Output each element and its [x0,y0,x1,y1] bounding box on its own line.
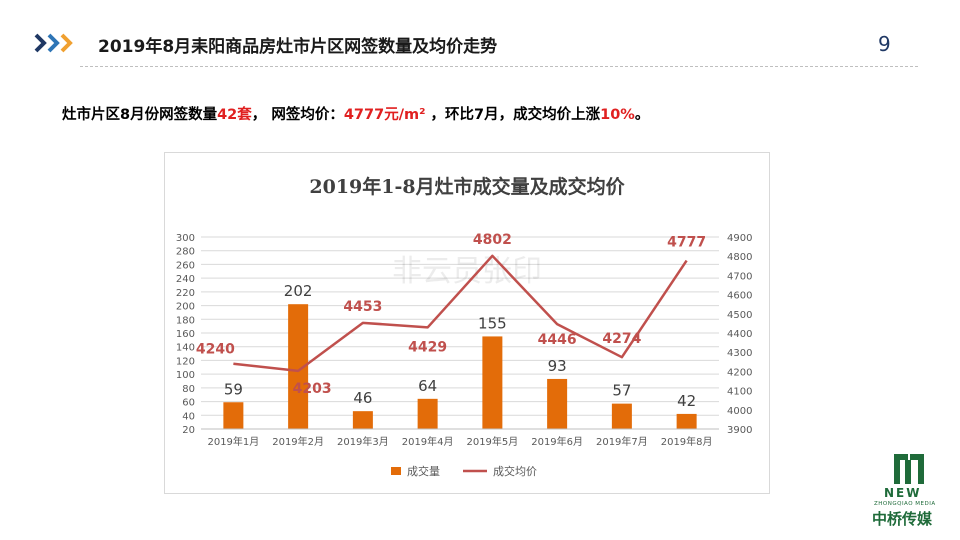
bar [352,411,373,429]
bar-data-label: 57 [612,382,631,400]
y-left-tick-label: 200 [176,302,195,313]
line-data-label: 4429 [408,339,447,355]
y-right-tick-label: 4400 [727,329,752,340]
line-data-label: 4453 [343,299,382,315]
y-left-tick-label: 140 [176,343,195,354]
line-data-label: 4203 [293,381,332,397]
summary-change: 10% [600,107,635,123]
x-tick-label: 2019年2月 [272,435,324,448]
x-tick-label: 2019年4月 [402,435,454,448]
bar-data-label: 202 [284,282,313,300]
legend-label-line: 成交均价 [493,464,537,478]
summary-count: 42套 [217,107,252,123]
y-right-tick-label: 4000 [727,406,752,417]
y-left-tick-label: 280 [176,247,195,258]
page-number: 9 [878,32,891,56]
logo-new-text: NEW [884,486,922,500]
y-left-tick-label: 100 [176,370,195,381]
legend-label-bar: 成交量 [407,464,440,478]
logo-mark-icon [894,454,924,484]
y-right-tick-label: 4600 [727,291,752,302]
bar [288,304,309,429]
bar [417,398,438,429]
summary-part3: ，环比7月，成交均价上涨 [425,107,601,123]
y-right-tick-label: 4500 [727,310,752,321]
y-left-tick-label: 260 [176,260,195,271]
combo-chart: 2019年1-8月灶市成交量及成交均价 20 40 60 80 100 120 140 160 1… [176,175,753,478]
y-right-tick-label: 4900 [727,233,752,244]
legend-swatch-bar [391,467,401,475]
logo-sub-text: ZHONGQIAO MEDIA [874,501,936,507]
line-data-label: 4240 [196,342,235,358]
summary-part1: 灶市片区8月份网签数量 [62,107,218,123]
y-right-tick-label: 4100 [727,387,752,398]
y-left-tick-label: 80 [182,384,195,395]
bar-data-label: 46 [353,389,372,407]
chart-area: 2019年1-8月灶市成交量及成交均价 20 40 60 80 100 120 140 160 1… [164,152,770,494]
x-tick-label: 2019年6月 [531,435,583,448]
bar [223,402,244,429]
summary-part2: ， 网签均价： [251,107,344,123]
y-right-tick-label: 4200 [727,367,752,378]
bar-data-label: 64 [418,377,437,395]
bar [676,413,697,429]
y-right-tick-label: 4300 [727,348,752,359]
x-tick-label: 2019年7月 [596,435,648,448]
y-left-tick-label: 40 [182,411,195,422]
y-left-tick-label: 20 [182,425,195,436]
brand-logo: NEW ZHONGQIAO MEDIA 中桥传媒 [868,452,948,532]
y-left-tick-label: 120 [176,356,195,367]
header-arrows-icon [34,33,73,53]
bar-data-label: 59 [224,380,243,398]
price-line [233,254,688,373]
x-tick-label: 2019年5月 [466,435,518,448]
line-data-label: 4802 [473,232,512,248]
summary-part4: 。 [634,107,650,123]
y-left-tick-label: 180 [176,315,195,326]
y-right-tick-label: 4800 [727,252,752,263]
y-right-tick-label: 3900 [727,425,752,436]
bar [547,378,568,429]
chart-title: 2019年1-8月灶市成交量及成交均价 [309,175,625,198]
bar [482,336,503,429]
y-left-tick-label: 220 [176,288,195,299]
bar [611,403,632,429]
y-right-tick-label: 4700 [727,271,752,282]
page-title: 2019年8月耒阳商品房灶市片区网签数量及均价走势 [98,37,498,57]
logo-name-text: 中桥传媒 [872,510,933,528]
y-left-tick-label: 60 [182,398,195,409]
line-data-label: 4446 [538,332,577,348]
bar-data-label: 93 [548,357,567,375]
y-left-tick-label: 160 [176,329,195,340]
x-tick-label: 2019年8月 [661,435,713,448]
line-data-label: 4777 [667,235,706,251]
bar-data-label: 42 [677,392,696,410]
y-left-tick-label: 300 [176,233,195,244]
summary-price: 4777元/m² [343,107,426,123]
summary-text: 灶市片区8月份网签数量42套， 网签均价：4777元/m² ，环比7月，成交均价… [62,103,649,124]
x-tick-label: 2019年3月 [337,435,389,448]
line-data-label: 4274 [602,331,641,347]
y-left-tick-label: 240 [176,274,195,285]
bar-data-label: 155 [478,314,507,332]
x-tick-label: 2019年1月 [207,435,259,448]
header-divider [80,66,918,67]
